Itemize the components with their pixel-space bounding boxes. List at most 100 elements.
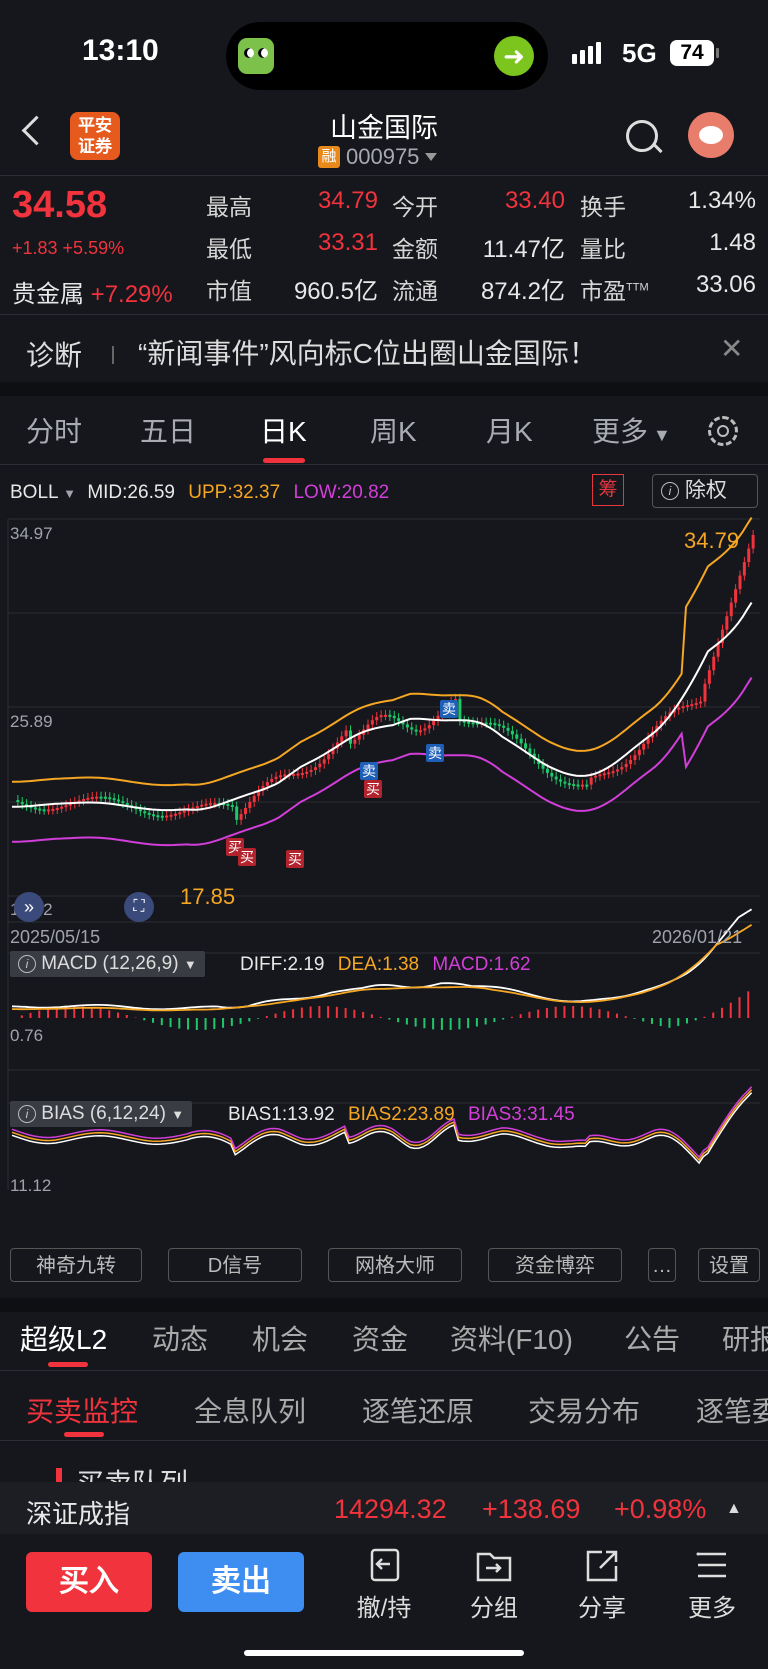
candle-body <box>712 656 716 671</box>
stock-chart[interactable] <box>0 510 768 1190</box>
macd-bar <box>677 1018 680 1026</box>
more-action[interactable]: 更多 <box>672 1546 752 1623</box>
settings-button[interactable]: 设置 <box>698 1248 760 1282</box>
macd-bar <box>344 1008 347 1018</box>
tab-capital[interactable]: 资金 <box>352 1324 409 1355</box>
candle-body <box>309 769 313 772</box>
share-action[interactable]: 分享 <box>562 1546 642 1623</box>
sell-button[interactable]: 卖出 <box>178 1552 304 1612</box>
d-signal-button[interactable]: D信号 <box>168 1248 302 1282</box>
ex-rights-button[interactable]: i 除权 <box>652 474 758 508</box>
expand-left-icon[interactable]: » <box>14 892 44 922</box>
candle-body <box>191 807 195 810</box>
candle-body <box>243 808 247 815</box>
tab-more[interactable]: 更多 ▼ <box>592 410 671 450</box>
tab-monthly-k[interactable]: 月K <box>486 416 533 447</box>
cancel-hold-action[interactable]: 撤/持 <box>344 1546 424 1623</box>
subtab-trade-distribution[interactable]: 交易分布 <box>528 1396 641 1427</box>
candle-body <box>353 739 357 744</box>
news-headline[interactable]: “新闻事件”风向标C位出圈山金国际！ <box>138 338 597 369</box>
chip-button[interactable]: 筹 <box>592 474 624 506</box>
search-icon[interactable] <box>626 120 658 152</box>
candle-body <box>195 805 199 808</box>
sell-signal-badge[interactable]: 卖 <box>426 744 444 762</box>
candle-body <box>427 725 431 729</box>
candle-body <box>497 724 501 727</box>
candle-body <box>729 602 733 617</box>
gear-icon[interactable] <box>708 416 738 446</box>
fund-game-button[interactable]: 资金博弈 <box>488 1248 622 1282</box>
buy-signal-badge[interactable]: 买 <box>238 848 256 866</box>
candle-body <box>633 755 637 760</box>
tab-announcement[interactable]: 公告 <box>624 1324 681 1355</box>
macd-bar <box>99 1008 102 1018</box>
tab-five-day[interactable]: 五日 <box>140 416 197 447</box>
more-tools-button[interactable]: … <box>648 1248 676 1282</box>
close-icon[interactable]: ✕ <box>720 333 744 364</box>
candle-body <box>502 725 506 728</box>
status-time: 13:10 <box>82 34 159 67</box>
macd-bar <box>38 1010 41 1018</box>
candle-body <box>388 714 392 717</box>
subtab-tick-restore[interactable]: 逐笔还原 <box>362 1396 475 1427</box>
tab-research[interactable]: 研报 <box>722 1324 768 1355</box>
candle-body <box>152 814 156 817</box>
candle-body <box>138 809 142 812</box>
quote-value: 33.31 <box>317 229 378 256</box>
bias-selector[interactable]: i BIAS (6,12,24) ▼ <box>10 1101 193 1127</box>
subtab-trade-monitor[interactable]: 买卖监控 <box>26 1396 139 1427</box>
index-bar[interactable]: 深证成指 14294.32 +138.69 +0.98% ▲ <box>0 1482 768 1534</box>
macd-bar <box>20 1015 23 1018</box>
sell-signal-badge[interactable]: 卖 <box>360 762 378 780</box>
tab-timeshare[interactable]: 分时 <box>26 416 83 447</box>
quote-label: 市值 <box>206 278 252 304</box>
group-action[interactable]: 分组 <box>454 1546 534 1623</box>
candle-body <box>235 806 239 820</box>
buy-signal-badge[interactable]: 买 <box>364 780 382 798</box>
macd-bar <box>685 1018 688 1024</box>
sell-signal-badge[interactable]: 卖 <box>440 700 458 718</box>
macd-bar <box>195 1018 198 1030</box>
sector-info[interactable]: 贵金属 +7.29% <box>12 274 173 309</box>
macd-bar <box>475 1018 478 1027</box>
diagnosis-tag[interactable]: 诊断 <box>26 340 83 371</box>
buy-signal-badge[interactable]: 买 <box>286 850 304 868</box>
fullscreen-icon[interactable]: ⛶ <box>124 892 154 922</box>
arrow-right-icon[interactable]: ➜ <box>494 36 534 76</box>
macd-bar <box>143 1018 146 1021</box>
tab-super-l2[interactable]: 超级L2 <box>20 1324 108 1355</box>
candle-body <box>90 797 94 800</box>
macd-bar <box>283 1011 286 1018</box>
buy-button[interactable]: 买入 <box>26 1552 152 1612</box>
divider <box>0 314 768 315</box>
boll-mid: MID:26.59 <box>87 482 175 503</box>
subtab-tick-order[interactable]: 逐笔委托 <box>696 1396 768 1427</box>
candle-body <box>506 727 510 731</box>
candle-body <box>720 629 724 644</box>
candle-body <box>690 704 694 707</box>
macd-selector[interactable]: i MACD (12,26,9) ▼ <box>10 951 205 977</box>
caret-up-icon[interactable]: ▲ <box>726 1500 742 1517</box>
candle-body <box>462 720 466 723</box>
stock-code-row[interactable]: 融 000975 <box>318 144 438 170</box>
candle-body <box>725 616 729 630</box>
macd-bar <box>335 1006 338 1018</box>
tab-opportunity[interactable]: 机会 <box>252 1324 309 1355</box>
broker-logo[interactable]: 平安 证券 <box>70 112 120 160</box>
subtab-queue[interactable]: 全息队列 <box>194 1396 307 1427</box>
tab-weekly-k[interactable]: 周K <box>370 416 417 447</box>
tab-news-feed[interactable]: 动态 <box>152 1324 209 1355</box>
macd-bar <box>230 1018 233 1026</box>
macd-bar <box>668 1018 671 1028</box>
tab-f10[interactable]: 资料(F10) <box>450 1324 573 1355</box>
grid-master-button[interactable]: 网格大师 <box>328 1248 462 1282</box>
nine-turn-button[interactable]: 神奇九转 <box>10 1248 142 1282</box>
tab-daily-k[interactable]: 日K <box>260 416 307 447</box>
macd-bar <box>510 1016 513 1018</box>
macd-bar <box>467 1018 470 1029</box>
candle-body <box>64 805 68 808</box>
candle-body <box>68 803 72 806</box>
section-gap <box>0 382 768 396</box>
boll-indicator-row[interactable]: BOLL ▼ MID:26.59 UPP:32.37 LOW:20.82 <box>10 482 389 504</box>
avatar[interactable] <box>688 112 734 158</box>
